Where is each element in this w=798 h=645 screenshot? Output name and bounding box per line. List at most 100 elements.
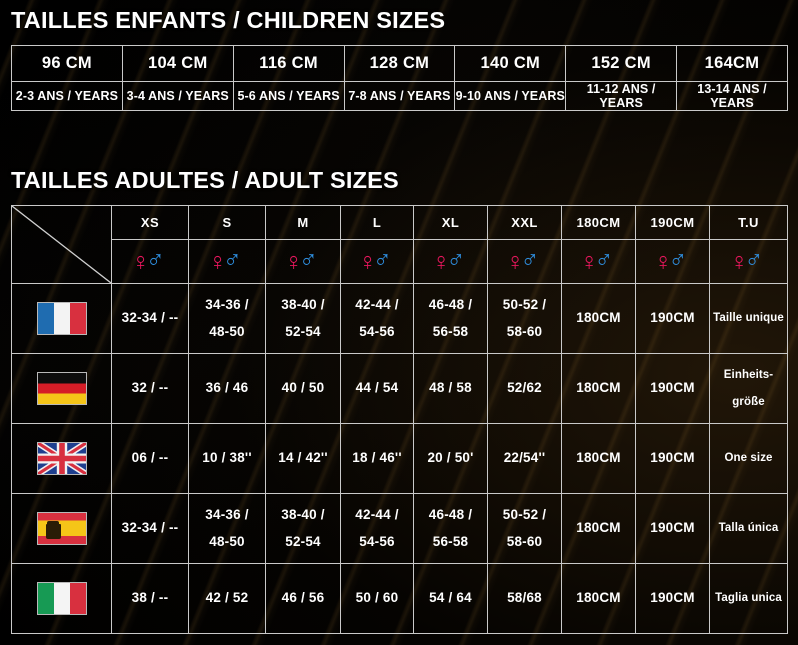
size-value-cell: 48 / 58 — [413, 353, 488, 424]
male-symbol-icon: ♂ — [146, 246, 165, 274]
value-line: 50 / 60 — [355, 590, 399, 606]
value-line: Einheits- — [723, 369, 774, 382]
size-value-cell: 36 / 46 — [188, 353, 266, 424]
adult-sizes-table: XS S M L XL XXL 180CM 190CM T.U ♀♂ ♀♂ ♀♂ ♀♂ ♀♂ ♀♂ ♀♂ ♀♂ ♀… — [11, 205, 788, 634]
value-line: 46 / 56 — [281, 590, 325, 606]
value-line: 190CM — [650, 520, 695, 536]
value-line: 38-40 / — [281, 507, 325, 523]
children-age-cell: 3-4 ANS / YEARS — [121, 81, 234, 111]
value-line: 52-54 — [285, 323, 321, 339]
value-line: 56-58 — [432, 533, 469, 549]
value-line: 190CM — [650, 380, 695, 396]
value-line: Taille unique — [713, 312, 784, 325]
value-line: Taglia unica — [715, 592, 782, 605]
value-line: 180CM — [576, 520, 621, 536]
adult-size-header-180cm: 180CM — [561, 205, 636, 240]
adult-size-header-xs: XS — [111, 205, 189, 240]
value-line: 42 / 52 — [205, 590, 249, 606]
size-value-cell: 10 / 38'' — [188, 423, 266, 494]
size-value-cell: 06 / -- — [111, 423, 189, 494]
children-age-cell: 5-6 ANS / YEARS — [232, 81, 345, 111]
value-line: 18 / 46'' — [352, 450, 402, 466]
children-sizes-title: TAILLES ENFANTS / CHILDREN SIZES — [11, 7, 446, 33]
male-symbol-icon: ♂ — [446, 246, 466, 274]
value-line: 180CM — [576, 380, 621, 396]
value-line: 48-50 — [209, 533, 245, 549]
size-value-cell: 180CM — [561, 423, 636, 494]
size-value-cell: 34-36 / 48-50 — [188, 283, 266, 354]
male-symbol-icon: ♂ — [373, 246, 392, 274]
value-line: 38 / -- — [131, 590, 169, 606]
value-line: 44 / 54 — [355, 380, 399, 396]
value-line: 46-48 / — [428, 507, 473, 523]
value-line: 20 / 50' — [427, 450, 474, 466]
children-size-row: 96 CM 104 CM 116 CM 128 CM 140 CM 152 CM 164CM — [11, 45, 788, 82]
male-symbol-icon: ♂ — [594, 246, 614, 274]
table-row: 32-34 / -- 34-36 / 48-50 38-40 / 52-54 42-44 … — [11, 493, 788, 564]
male-symbol-icon: ♂ — [520, 246, 540, 274]
size-value-cell: 32-34 / -- — [111, 283, 189, 354]
size-value-cell: 180CM — [561, 353, 636, 424]
value-line: Talla única — [718, 522, 779, 535]
children-size-cell: 96 CM — [11, 45, 123, 82]
table-row: 06 / -- 10 / 38'' 14 / 42'' 18 / 46'' 20 / 5… — [11, 423, 788, 494]
value-line: größe — [732, 395, 765, 408]
male-symbol-icon: ♂ — [668, 246, 688, 274]
children-size-cell: 140 CM — [454, 45, 567, 82]
size-value-cell: 180CM — [561, 283, 636, 354]
value-line: 32-34 / -- — [121, 520, 179, 536]
male-symbol-icon: ♂ — [744, 246, 764, 274]
adult-header-size-row: XS S M L XL XXL 180CM 190CM T.U — [11, 205, 788, 284]
children-age-row: 2-3 ANS / YEARS 3-4 ANS / YEARS 5-6 ANS / … — [11, 81, 788, 111]
size-value-cell: 42-44 / 54-56 — [340, 493, 414, 564]
size-value-cell: 180CM — [561, 563, 636, 634]
adult-size-header-l: L — [340, 205, 414, 240]
adult-size-header-xxl: XXL — [487, 205, 562, 240]
adult-size-header-tu: T.U — [709, 205, 788, 240]
one-size-cell: Taglia unica — [709, 563, 788, 634]
size-value-cell: 38-40 / 52-54 — [265, 283, 341, 354]
table-row: 32 / -- 36 / 46 40 / 50 44 / 54 48 / 58 52/62… — [11, 353, 788, 424]
value-line: 50-52 / — [502, 507, 547, 523]
value-line: 42-44 / — [355, 507, 399, 523]
value-line: 22/54'' — [503, 450, 546, 466]
value-line: 190CM — [650, 310, 695, 326]
size-value-cell: 190CM — [635, 563, 710, 634]
value-line: 58-60 — [506, 533, 543, 549]
size-value-cell: 50 / 60 — [340, 563, 414, 634]
value-line: 38-40 / — [281, 297, 325, 313]
size-value-cell: 20 / 50' — [413, 423, 488, 494]
value-line: 48 / 58 — [429, 380, 472, 396]
size-value-cell: 42 / 52 — [188, 563, 266, 634]
value-line: 54-56 — [359, 323, 395, 339]
size-value-cell: 14 / 42'' — [265, 423, 341, 494]
adult-header-gender-row: ♀♂ ♀♂ ♀♂ ♀♂ ♀♂ ♀♂ ♀♂ ♀♂ ♀♂ — [12, 239, 788, 284]
male-symbol-icon: ♂ — [299, 246, 318, 274]
one-size-cell: One size — [709, 423, 788, 494]
one-size-cell: Taille unique — [709, 283, 788, 354]
size-value-cell: 50-52 / 58-60 — [487, 493, 562, 564]
size-value-cell: 40 / 50 — [265, 353, 341, 424]
spain-coat-of-arms — [46, 521, 59, 538]
diagonal-slash-icon — [12, 206, 111, 283]
value-line: 52-54 — [285, 533, 321, 549]
value-line: 32-34 / -- — [121, 310, 179, 326]
size-value-cell: 52/62 — [487, 353, 562, 424]
size-value-cell: 58/68 — [487, 563, 562, 634]
size-value-cell: 22/54'' — [487, 423, 562, 494]
children-age-cell: 13-14 ANS / YEARS — [676, 81, 788, 111]
size-value-cell: 50-52 / 58-60 — [487, 283, 562, 354]
children-size-cell: 104 CM — [121, 45, 234, 82]
adult-size-header-m: M — [265, 205, 341, 240]
value-line: 06 / -- — [131, 450, 169, 466]
value-line: 32 / -- — [131, 380, 169, 396]
one-size-cell: Einheits-größe — [709, 353, 788, 424]
gender-female-male-icon: ♀♂ — [340, 239, 414, 284]
children-age-cell: 11-12 ANS / YEARS — [565, 81, 678, 111]
children-age-cell: 2-3 ANS / YEARS — [11, 81, 123, 111]
value-line: 52/62 — [507, 380, 542, 396]
value-line: 34-36 / — [205, 507, 249, 523]
value-line: 180CM — [576, 450, 621, 466]
corner-diagonal-cell — [11, 205, 112, 284]
